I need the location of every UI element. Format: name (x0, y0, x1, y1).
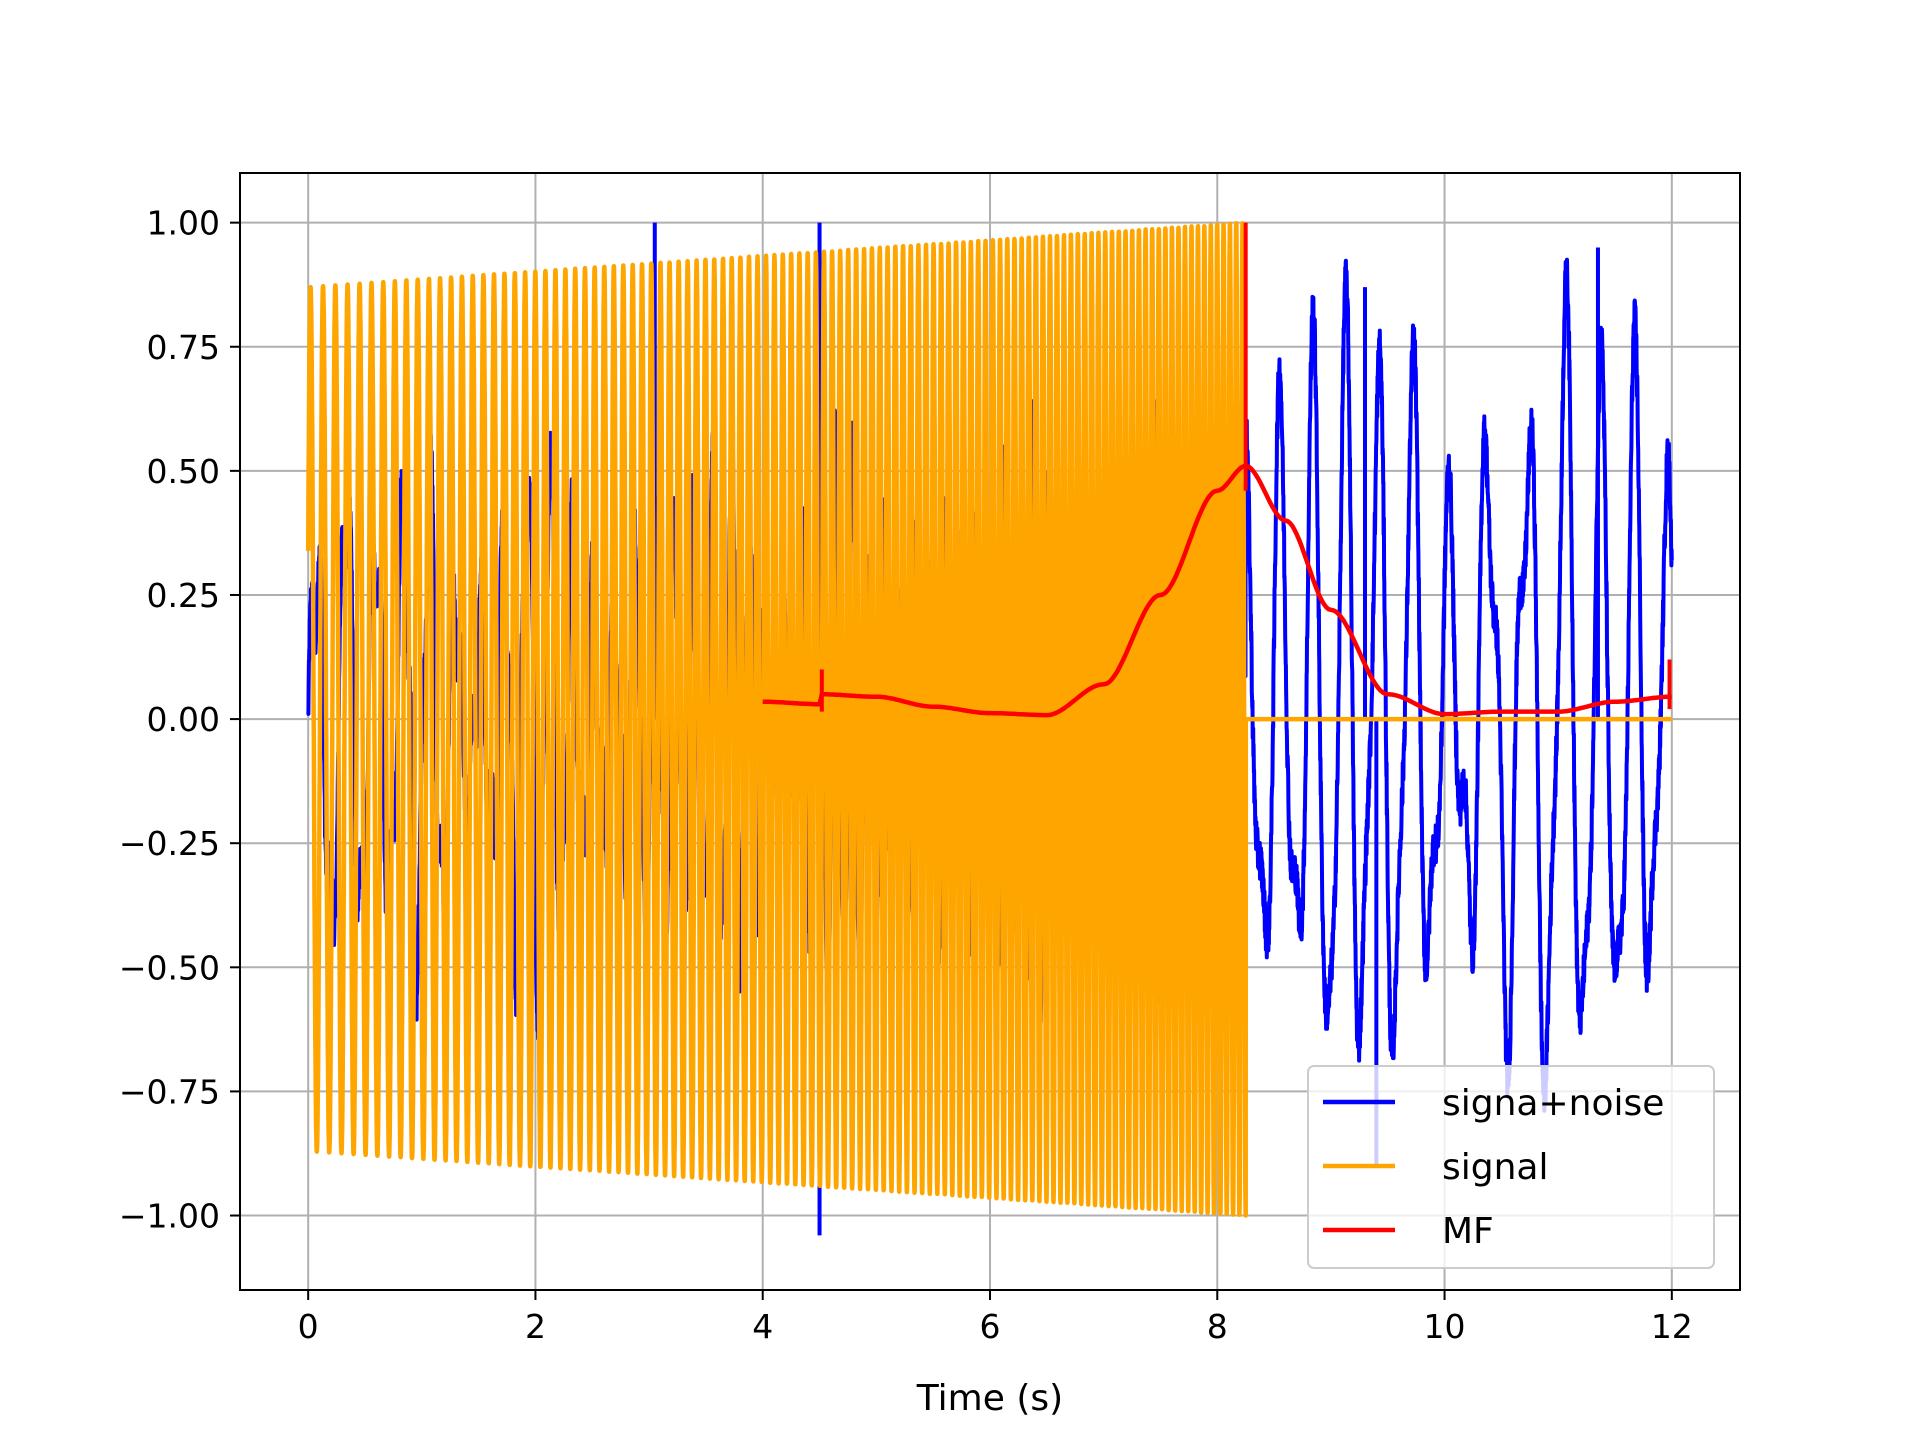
y-tick-label: −0.75 (119, 1072, 220, 1111)
y-tick-label: 0.50 (147, 452, 220, 491)
x-axis-title: Time (s) (916, 1378, 1063, 1419)
x-tick-label: 10 (1424, 1307, 1466, 1346)
y-tick-label: −0.50 (119, 948, 220, 987)
y-tick-label: 0.00 (147, 700, 220, 739)
legend-label: MF (1442, 1211, 1494, 1252)
x-tick-label: 8 (1207, 1307, 1228, 1346)
x-tick-label: 6 (980, 1307, 1001, 1346)
legend: signa+noise signal MF (1307, 1065, 1715, 1269)
x-axis: 0 2 4 6 8 10 12 (298, 1290, 1693, 1346)
x-tick-label: 2 (525, 1307, 546, 1346)
series-layer (305, 221, 1674, 1236)
y-tick-label: 0.75 (147, 328, 220, 367)
x-tick-label: 12 (1651, 1307, 1693, 1346)
legend-box (1307, 1065, 1715, 1269)
y-tick-label: 0.25 (147, 576, 220, 615)
x-tick-label: 4 (752, 1307, 773, 1346)
x-tick-label: 0 (298, 1307, 319, 1346)
legend-label: signal (1442, 1147, 1549, 1188)
legend-label: signa+noise (1442, 1083, 1664, 1124)
series-line-mf (762, 463, 1672, 718)
y-tick-label: −1.00 (119, 1197, 220, 1236)
y-tick-label: 1.00 (147, 204, 220, 243)
series-line-signal (305, 221, 1674, 1218)
plot-area (305, 221, 1674, 1236)
y-axis: 1.00 0.75 0.50 0.25 0.00 −0.25 −0.50 −0.75 −1.00 (119, 204, 240, 1236)
y-tick-label: −0.25 (119, 824, 220, 863)
